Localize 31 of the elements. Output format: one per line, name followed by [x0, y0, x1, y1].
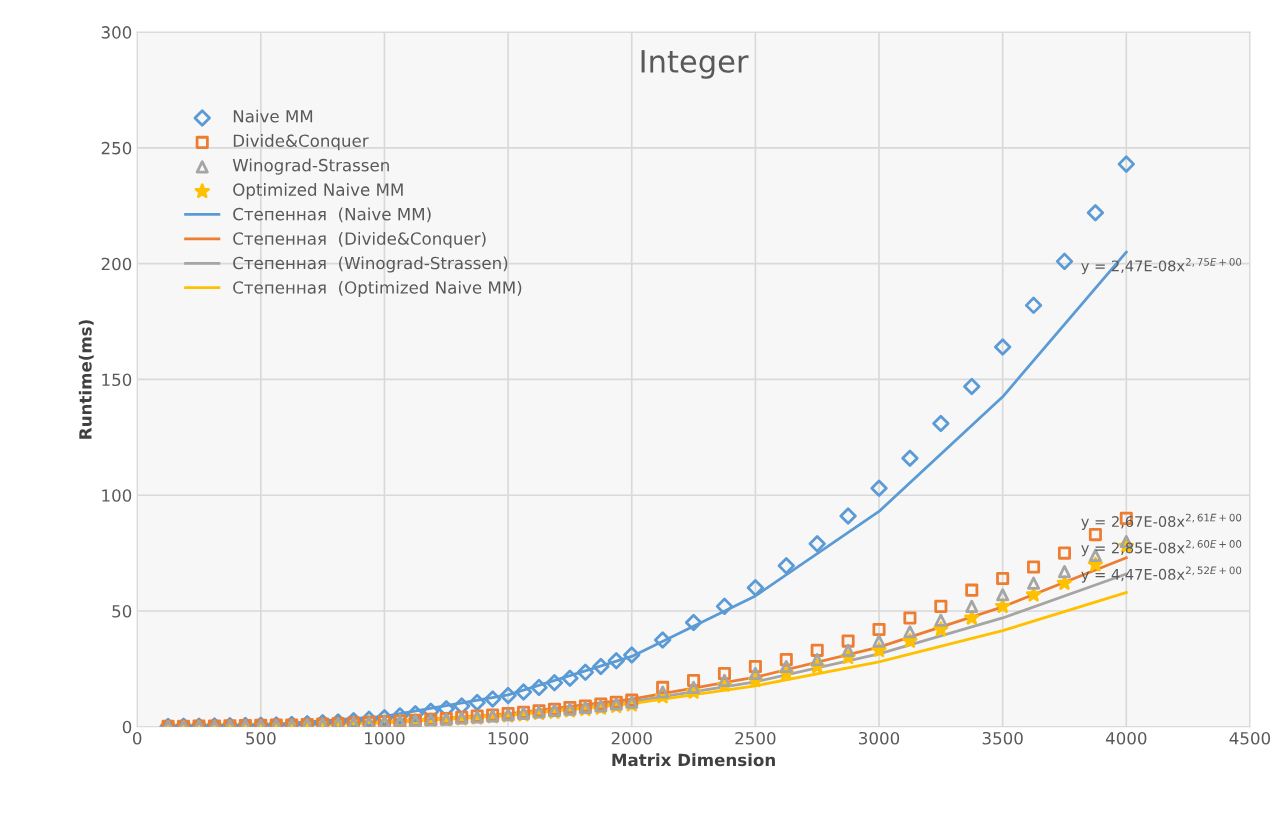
y-tick-label: 250 [101, 141, 132, 155]
y-tick-label: 50 [112, 604, 132, 618]
x-tick-label: 2500 [735, 731, 776, 745]
legend-label: Optimized Naive MM [233, 183, 403, 200]
annotation: y = 2,47E-08x$^{2,75E+00}$ [1081, 258, 1242, 275]
legend-label: Winograd-Strassen [232, 158, 389, 175]
x-tick-label: 3000 [859, 731, 900, 745]
x-tick-label: 3500 [982, 731, 1023, 745]
legend-label: Divide&Conquer [233, 134, 369, 151]
x-tick-label: 4500 [1229, 731, 1271, 745]
y-tick-label: 150 [102, 373, 132, 387]
annotation: y = 2,67E-08x$^{2,61E+00}$ [1081, 513, 1242, 530]
x-tick-label: 4000 [1105, 731, 1147, 745]
x-tick-label: 1000 [365, 731, 405, 745]
y-axis-title: Runtime(ms) [78, 320, 94, 439]
legend-label: Степенная (Naive MM) [233, 207, 431, 223]
y-tick-label: 300 [101, 26, 132, 39]
x-tick-label: 500 [246, 731, 276, 745]
y-tick-label: 200 [101, 257, 132, 271]
legend-label: Naive MM [233, 109, 313, 123]
y-tick-label: 0 [122, 720, 132, 734]
x-tick-label: 1500 [488, 731, 529, 745]
y-tick-label: 100 [102, 489, 132, 502]
annotation: y = 2,85E-08x$^{2,60E+00}$ [1081, 540, 1242, 557]
x-tick-label: 0 [132, 731, 142, 745]
legend-label: Степенная (Winograd-Strassen) [233, 256, 508, 273]
legend-label: Степенная (Divide&Conquer) [233, 231, 486, 249]
x-tick-label: 2000 [611, 731, 652, 745]
text: Integer [641, 50, 749, 79]
x-axis-title: Matrix Dimension [612, 753, 775, 767]
legend-label: Степенная (Optimized Naive MM) [233, 280, 522, 298]
